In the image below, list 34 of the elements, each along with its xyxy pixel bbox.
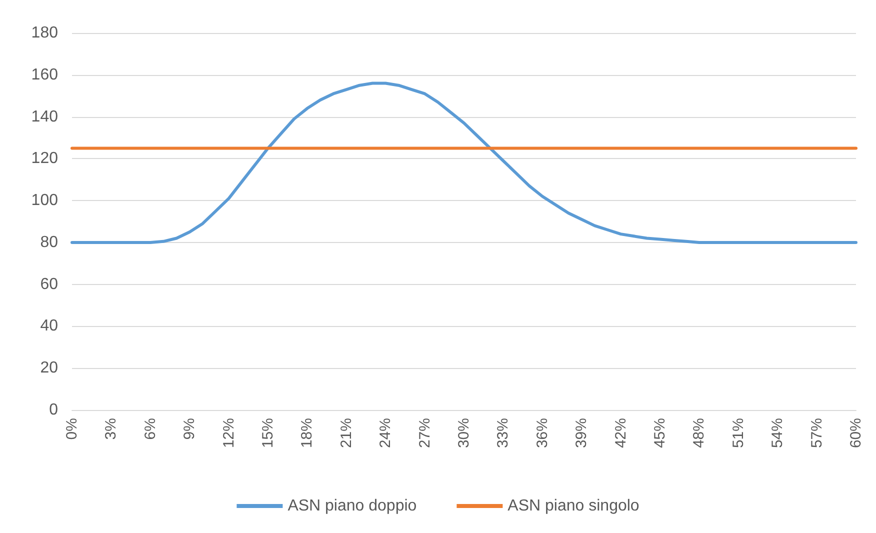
x-tick-label: 24% [377, 418, 394, 448]
y-tick-label: 40 [40, 318, 58, 335]
x-tick-label: 30% [456, 418, 472, 448]
x-tick-label: 36% [534, 418, 551, 448]
legend-label: ASN piano singolo [508, 498, 640, 514]
x-tick-label: 6% [142, 418, 159, 440]
x-tick-label: 27% [416, 418, 434, 448]
y-tick-label: 100 [31, 192, 58, 210]
x-tick-label: 51% [730, 418, 747, 448]
y-tick-label: 0 [49, 402, 58, 418]
legend-label: ASN piano doppio [288, 498, 417, 514]
x-tick-label: 54% [769, 418, 786, 448]
x-tick-label: 48% [690, 418, 708, 448]
y-tick-label: 160 [31, 66, 58, 84]
x-tick-label: 60% [848, 418, 864, 448]
x-tick-label: 18% [298, 418, 316, 448]
x-tick-label: 42% [612, 418, 630, 448]
x-tick-label: 21% [338, 418, 355, 448]
x-tick-label: 33% [494, 418, 512, 448]
y-tick-label: 180 [31, 24, 58, 42]
y-tick-label: 80 [40, 234, 58, 251]
line-series [70, 82, 858, 244]
y-tick-label: 120 [31, 150, 58, 168]
y-tick-label: 20 [40, 360, 58, 377]
x-tick-label: 39% [573, 418, 590, 448]
x-tick-label: 12% [220, 418, 238, 448]
x-tick-label: 9% [181, 418, 198, 440]
y-tick-label: 60 [40, 276, 58, 293]
x-tick-label: 57% [808, 418, 826, 448]
x-tick-label: 15% [260, 418, 276, 448]
x-tick-label: 45% [652, 418, 668, 448]
x-tick-label: 3% [102, 418, 120, 440]
x-tick-label: 0% [64, 418, 80, 440]
y-tick-label: 140 [31, 108, 58, 126]
